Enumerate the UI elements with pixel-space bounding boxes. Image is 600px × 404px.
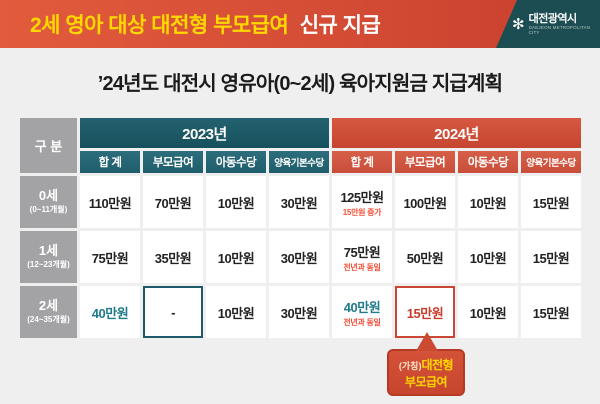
row-age-label: 0세	[38, 187, 59, 203]
table-cell: 40만원	[80, 286, 140, 338]
banner-title: 2세 영아 대상 대전형 부모급여 신규 지급	[30, 9, 381, 39]
table-cell: 75만원 전년과 동일	[332, 231, 392, 283]
col-header-2023-total: 합 계	[80, 151, 140, 173]
banner-title-rest: 신규 지급	[299, 14, 381, 37]
callout-line-1: (가칭)대전형	[391, 355, 461, 375]
cell-note: 15만원 증가	[342, 207, 382, 217]
cell-value: 125만원	[340, 189, 384, 205]
col-header-2023-basic-care: 양육기본수당	[269, 151, 329, 173]
col-header-2023-child-allowance: 아동수당	[206, 151, 266, 173]
cell-note: 전년과 동일	[343, 262, 381, 272]
row-months-label: (0~11개월)	[29, 205, 68, 215]
cell-value: 30만원	[280, 195, 318, 211]
banner-title-highlight: 2세 영아 대상 대전형 부모급여	[30, 14, 289, 37]
col-header-2024-parent-benefit: 부모급여	[395, 151, 455, 173]
cell-value: 35만원	[154, 250, 192, 266]
cell-value: 10만원	[217, 250, 255, 266]
table-cell: 70만원	[143, 176, 203, 228]
cell-value: 10만원	[469, 195, 507, 211]
table-cell: 75만원	[80, 231, 140, 283]
row-header-age-0: 0세 (0~11개월)	[20, 176, 77, 228]
table-cell: 110만원	[80, 176, 140, 228]
page-title: ’24년도 대전시 영유아(0~2세) 육아지원금 지급계획	[97, 73, 503, 95]
callout-prefix: (가칭)	[398, 361, 422, 371]
table-cell: 100만원	[395, 176, 455, 228]
cell-value: 15만원	[532, 195, 570, 211]
cell-value: 100만원	[403, 195, 447, 211]
table-cell: 15만원	[521, 231, 581, 283]
logo-subtext: DAEJEON METROPOLITAN CITY	[528, 25, 591, 36]
col-header-2024-basic-care: 양육기본수당	[521, 151, 581, 173]
cell-value: 75만원	[343, 244, 381, 260]
cell-value: 75만원	[91, 250, 129, 266]
cell-value: 15만원	[406, 305, 444, 321]
callout-arrow-up-icon	[416, 332, 438, 351]
table-cell: 10만원	[458, 231, 518, 283]
row-months-label: (24~35개월)	[27, 315, 70, 325]
table-cell: 30만원	[269, 231, 329, 283]
cell-value: 30만원	[280, 250, 318, 266]
cell-value: 10만원	[469, 305, 507, 321]
table-cell: 10만원	[206, 176, 266, 228]
logo-name: 대전광역시	[528, 12, 578, 25]
row-header-age-2: 2세 (24~35개월)	[20, 286, 77, 338]
table-cell: 125만원 15만원 증가	[332, 176, 392, 228]
subsidy-table: 구 분 2023년 2024년 합 계 부모급여 아동수당 양육기본수당 합 계…	[20, 118, 581, 338]
row-age-label: 1세	[38, 242, 59, 258]
callout-text: 대전형	[421, 358, 454, 372]
col-header-2024-total: 합 계	[332, 151, 392, 173]
row-header-age-1: 1세 (12~23개월)	[20, 231, 77, 283]
cell-value: 10만원	[469, 250, 507, 266]
cell-value: 70만원	[154, 195, 192, 211]
table-cell: 15만원	[521, 176, 581, 228]
cell-value: 40만원	[91, 305, 129, 321]
year-2024-header: 2024년	[332, 118, 581, 148]
table-cell: 40만원 전년과 동일	[332, 286, 392, 338]
daejeon-emblem-icon: ✻	[512, 15, 525, 33]
cell-value: 50만원	[406, 250, 444, 266]
cell-note: 전년과 동일	[343, 317, 381, 327]
table-cell: 10만원	[458, 176, 518, 228]
callout-line-2: 부모급여	[404, 375, 448, 389]
table-cell: 10만원	[206, 231, 266, 283]
cell-value: 15만원	[532, 250, 570, 266]
row-months-label: (12~23개월)	[27, 260, 70, 270]
cell-value: -	[171, 304, 175, 320]
table-cell: 30만원	[269, 286, 329, 338]
table-cell: 15만원	[521, 286, 581, 338]
cell-value: 10만원	[217, 305, 255, 321]
table-cell: 30만원	[269, 176, 329, 228]
header-banner: 2세 영아 대상 대전형 부모급여 신규 지급 ✻ 대전광역시 DAEJEON …	[0, 0, 600, 48]
table-cell: 10만원	[206, 286, 266, 338]
row-age-label: 2세	[38, 297, 59, 313]
cell-value: 110만원	[88, 195, 132, 211]
table-cell: 10만원	[458, 286, 518, 338]
table-cell-new-benefit: 15만원	[395, 286, 455, 338]
table-cell: 35만원	[143, 231, 203, 283]
cell-value: 30만원	[280, 305, 318, 321]
table-cell-no-benefit: -	[143, 286, 203, 338]
cell-value: 10만원	[217, 195, 255, 211]
cell-value: 40만원	[343, 299, 381, 315]
logo-text-group: 대전광역시 DAEJEON METROPOLITAN CITY	[529, 13, 600, 35]
cell-value: 15만원	[532, 305, 570, 321]
table-corner-header: 구 분	[20, 118, 77, 173]
col-header-2023-parent-benefit: 부모급여	[143, 151, 203, 173]
col-header-2024-child-allowance: 아동수당	[458, 151, 518, 173]
callout-daejeon-parent-benefit: (가칭)대전형 부모급여	[387, 332, 465, 396]
table-cell: 50만원	[395, 231, 455, 283]
year-2023-header: 2023년	[80, 118, 329, 148]
daejeon-city-logo: ✻ 대전광역시 DAEJEON METROPOLITAN CITY	[496, 0, 600, 48]
